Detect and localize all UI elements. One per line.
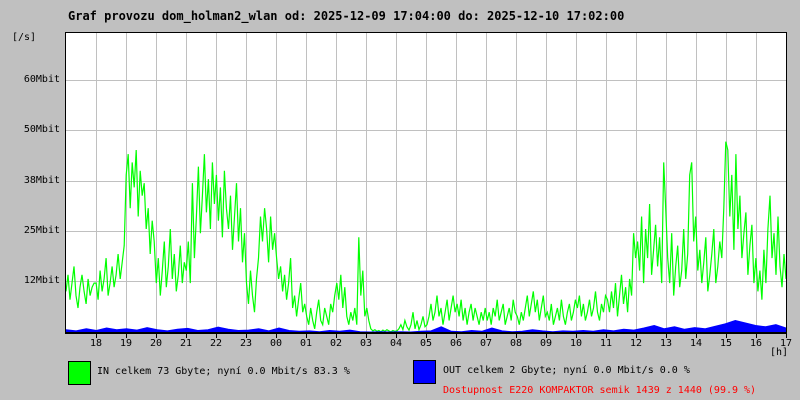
y-axis-unit-label: [/s] bbox=[12, 32, 37, 43]
x-tick-label: 18 bbox=[89, 338, 103, 349]
x-tick-label: 15 bbox=[719, 338, 733, 349]
x-tick-label: 17 bbox=[779, 338, 793, 349]
x-tick-label: 05 bbox=[419, 338, 433, 349]
out-series-area bbox=[66, 319, 786, 333]
x-tick-label: 19 bbox=[119, 338, 133, 349]
x-tick-label: 03 bbox=[359, 338, 373, 349]
x-tick-label: 09 bbox=[539, 338, 553, 349]
x-tick-label: 23 bbox=[239, 338, 253, 349]
out-legend-swatch bbox=[413, 360, 436, 384]
x-tick-label: 13 bbox=[659, 338, 673, 349]
availability-label: Dostupnost E220 KOMPAKTOR semik 1439 z 1… bbox=[443, 385, 757, 396]
x-tick-mark bbox=[486, 334, 487, 338]
x-tick-label: 22 bbox=[209, 338, 223, 349]
y-tick-label: 25Mbit bbox=[23, 225, 60, 236]
x-tick-mark bbox=[246, 334, 247, 338]
x-tick-label: 14 bbox=[689, 338, 703, 349]
x-tick-mark bbox=[576, 334, 577, 338]
x-tick-mark bbox=[396, 334, 397, 338]
x-tick-label: 07 bbox=[479, 338, 493, 349]
out-legend-label: OUT celkem 2 Gbyte; nyní 0.0 Mbit/s 0.0 … bbox=[443, 365, 690, 376]
x-tick-mark bbox=[786, 334, 787, 338]
plot-svg bbox=[66, 33, 786, 333]
in-legend-swatch bbox=[68, 361, 91, 385]
x-tick-mark bbox=[726, 334, 727, 338]
x-tick-mark bbox=[216, 334, 217, 338]
x-tick-label: 04 bbox=[389, 338, 403, 349]
x-tick-mark bbox=[756, 334, 757, 338]
x-tick-mark bbox=[306, 334, 307, 338]
x-tick-label: 08 bbox=[509, 338, 523, 349]
x-tick-mark bbox=[96, 334, 97, 338]
x-tick-mark bbox=[366, 334, 367, 338]
x-tick-label: 06 bbox=[449, 338, 463, 349]
x-tick-label: 20 bbox=[149, 338, 163, 349]
x-tick-mark bbox=[186, 334, 187, 338]
x-tick-label: 02 bbox=[329, 338, 343, 349]
x-tick-mark bbox=[516, 334, 517, 338]
y-tick-label: 38Mbit bbox=[23, 175, 60, 186]
x-tick-label: 10 bbox=[569, 338, 583, 349]
x-tick-label: 21 bbox=[179, 338, 193, 349]
x-tick-label: 16 bbox=[749, 338, 763, 349]
x-tick-mark bbox=[126, 334, 127, 338]
x-axis-unit-label: [h] bbox=[769, 347, 788, 358]
x-tick-mark bbox=[156, 334, 157, 338]
y-tick-label: 60Mbit bbox=[23, 74, 60, 85]
x-tick-mark bbox=[276, 334, 277, 338]
x-tick-mark bbox=[696, 334, 697, 338]
y-tick-label: 50Mbit bbox=[23, 124, 60, 135]
x-tick-mark bbox=[636, 334, 637, 338]
page-title: Graf provozu dom_holman2_wlan od: 2025-1… bbox=[68, 9, 625, 23]
x-tick-mark bbox=[666, 334, 667, 338]
x-tick-label: 00 bbox=[269, 338, 283, 349]
in-series-line bbox=[66, 141, 786, 333]
y-tick-label: 12Mbit bbox=[23, 275, 60, 286]
in-legend-label: IN celkem 73 Gbyte; nyní 0.0 Mbit/s 83.3… bbox=[97, 366, 350, 377]
x-tick-mark bbox=[336, 334, 337, 338]
plot-area bbox=[65, 32, 787, 334]
x-tick-label: 12 bbox=[629, 338, 643, 349]
x-tick-mark bbox=[546, 334, 547, 338]
x-tick-label: 11 bbox=[599, 338, 613, 349]
x-tick-mark bbox=[426, 334, 427, 338]
x-tick-label: 01 bbox=[299, 338, 313, 349]
x-tick-mark bbox=[606, 334, 607, 338]
x-tick-mark bbox=[456, 334, 457, 338]
